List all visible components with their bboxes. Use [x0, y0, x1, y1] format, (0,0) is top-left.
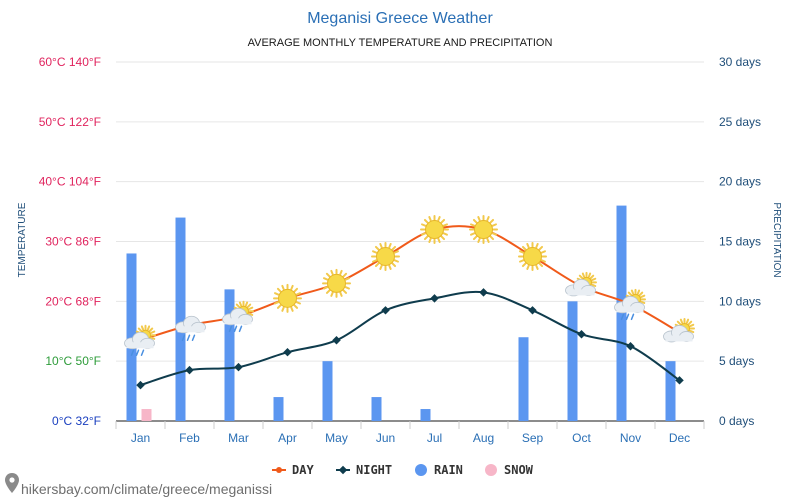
legend-label: NIGHT	[356, 463, 392, 477]
rain-bar	[420, 409, 431, 421]
night-point	[185, 365, 194, 375]
legend: DAY NIGHT RAIN SNOW	[272, 463, 534, 477]
left-tick-label: 50°C 122°F	[39, 115, 101, 129]
left-axis-ticks: 0°C 32°F 10°C 50°F 20°C 68°F 30°C 86°F 40°C …	[39, 55, 101, 428]
rain-bar	[518, 337, 529, 421]
left-tick-label: 40°C 104°F	[39, 175, 101, 189]
map-pin-icon	[5, 473, 19, 493]
night-point	[479, 288, 488, 297]
sun-icon	[518, 241, 547, 271]
legend-item-snow[interactable]: SNOW	[485, 463, 534, 477]
right-tick-label: 10 days	[719, 294, 761, 308]
month-label: Jun	[376, 431, 395, 445]
day-temperature-line	[140, 225, 680, 342]
left-tick-label: 60°C 140°F	[39, 55, 101, 69]
legend-label: DAY	[292, 463, 314, 477]
rain-bar	[665, 361, 676, 421]
month-label: Nov	[620, 431, 641, 445]
left-tick-label: 10°C 50°F	[45, 354, 101, 368]
rain-cloud-sun-icon	[222, 300, 254, 333]
right-tick-label: 30 days	[719, 55, 761, 69]
legend-circle-marker	[415, 464, 427, 476]
chart-title: Meganisi Greece Weather	[307, 10, 493, 27]
left-tick-label: 0°C 32°F	[52, 414, 101, 428]
month-label: Mar	[228, 431, 249, 445]
sun-icon	[273, 283, 302, 313]
right-tick-label: 15 days	[719, 235, 761, 249]
night-point	[430, 294, 439, 303]
rain-bar	[371, 397, 382, 421]
credit-link[interactable]: hikersbay.com/climate/greece/meganissi	[21, 481, 272, 497]
legend-item-night[interactable]: NIGHT	[336, 463, 392, 477]
night-point	[381, 306, 390, 315]
right-tick-label: 5 days	[719, 354, 754, 368]
month-label: Jan	[131, 431, 150, 445]
night-point	[136, 380, 145, 390]
night-point	[675, 376, 684, 385]
right-tick-label: 25 days	[719, 115, 761, 129]
bar-series	[126, 205, 676, 421]
rain-bar	[126, 253, 137, 421]
right-axis-title: PRECIPITATION	[771, 202, 782, 277]
right-tick-label: 20 days	[719, 175, 761, 189]
night-point	[332, 335, 341, 345]
rain-cloud-sun-icon	[124, 324, 156, 356]
left-tick-label: 20°C 68°F	[45, 294, 101, 308]
month-label: Dec	[669, 431, 690, 445]
sun-icon	[371, 241, 400, 271]
cloud-sun-icon	[565, 271, 597, 297]
rain-bar	[175, 217, 186, 421]
sun-icon	[420, 215, 449, 245]
night-point	[577, 329, 586, 339]
sun-icon	[322, 268, 351, 298]
legend-diamond-marker	[338, 465, 348, 475]
right-axis-ticks: 0 days 5 days 10 days 15 days 20 days 25 days…	[719, 55, 761, 428]
weather-icons	[124, 215, 695, 356]
snow-bar	[141, 409, 152, 421]
legend-item-rain[interactable]: RAIN	[415, 463, 463, 477]
cloud-sun-icon	[663, 317, 695, 343]
left-tick-label: 30°C 86°F	[45, 235, 101, 249]
rain-cloud-sun-icon	[614, 288, 646, 321]
month-label: Sep	[522, 431, 544, 445]
credit[interactable]: hikersbay.com/climate/greece/meganissi	[5, 473, 272, 497]
rain-bar	[322, 361, 333, 421]
sun-icon	[469, 215, 498, 245]
month-label: May	[325, 431, 348, 445]
night-point	[528, 306, 537, 315]
rain-bar	[224, 289, 235, 421]
month-label: Feb	[179, 431, 200, 445]
rain-cloud-icon	[175, 315, 206, 342]
legend-circle-marker	[485, 464, 497, 476]
month-label: Jul	[427, 431, 442, 445]
legend-dot-marker	[276, 467, 282, 473]
month-label: Apr	[278, 431, 297, 445]
rain-bar	[273, 397, 284, 421]
legend-label: SNOW	[504, 463, 534, 477]
legend-item-day[interactable]: DAY	[272, 463, 314, 477]
night-point	[234, 362, 243, 372]
month-label: Aug	[473, 431, 494, 445]
legend-label: RAIN	[434, 463, 463, 477]
rain-bar	[567, 301, 578, 421]
x-axis-labels: Jan Feb Mar Apr May Jun Jul Aug Sep Oct Nov Dec	[131, 431, 690, 445]
left-axis-title: TEMPERATURE	[17, 202, 28, 277]
month-label: Oct	[572, 431, 591, 445]
night-point	[626, 341, 635, 351]
rain-bar	[616, 205, 627, 421]
night-point	[283, 347, 292, 357]
chart-subtitle: AVERAGE MONTHLY TEMPERATURE AND PRECIPIT…	[248, 37, 553, 49]
line-series	[136, 225, 684, 390]
night-temperature-line	[140, 290, 681, 387]
grid-lines	[115, 61, 705, 429]
right-tick-label: 0 days	[719, 414, 754, 428]
